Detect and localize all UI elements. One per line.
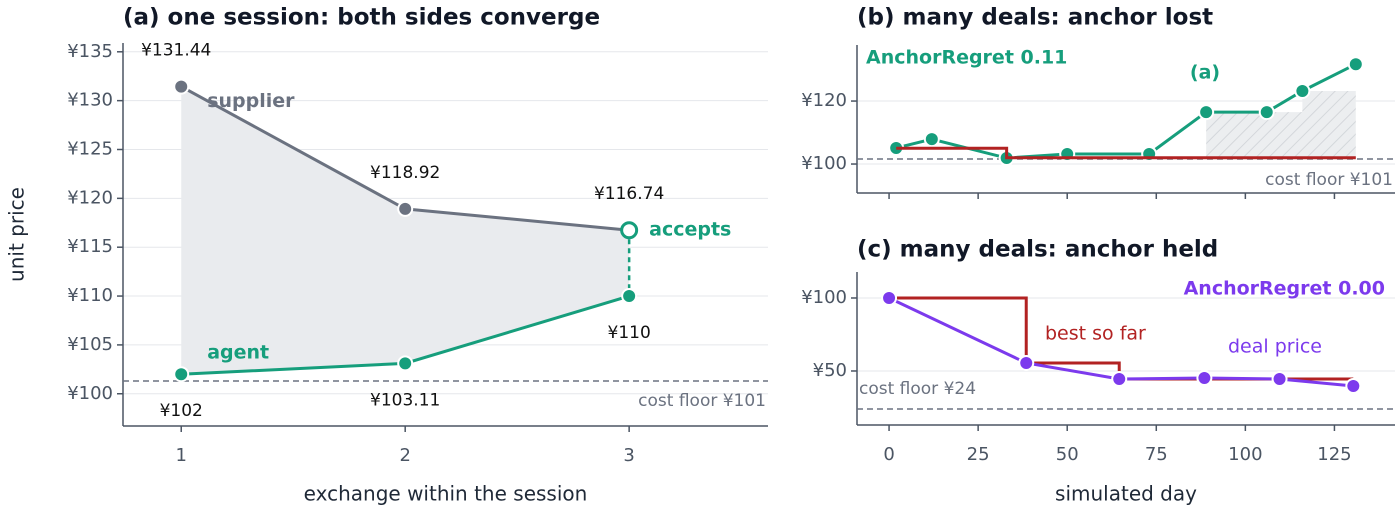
data-point <box>1345 378 1362 395</box>
series-label: supplier <box>207 90 295 112</box>
cost-floor-label: cost floor ¥24 <box>859 379 976 399</box>
data-point <box>397 200 414 217</box>
metric-label: AnchorRegret 0.00 <box>1184 278 1385 300</box>
data-point <box>620 221 639 240</box>
x-tick-label: 1 <box>176 445 187 466</box>
y-tick-label: ¥120 <box>801 90 847 111</box>
y-tick-label: ¥105 <box>67 334 113 355</box>
x-axis-label: exchange within the session <box>304 482 588 506</box>
data-point <box>1196 369 1213 386</box>
x-tick-label: 75 <box>1145 444 1168 465</box>
accept-label: accepts <box>649 219 731 241</box>
data-point <box>173 366 190 383</box>
series-label: agent <box>207 342 269 364</box>
gap-area <box>181 86 630 375</box>
y-tick-label: ¥125 <box>67 138 113 159</box>
y-tick-label: ¥110 <box>67 285 113 306</box>
panel-title: (a) one session: both sides converge <box>123 5 600 31</box>
value-label: ¥116.74 <box>594 184 664 204</box>
x-tick-label: 125 <box>1317 444 1351 465</box>
y-tick-label: ¥115 <box>67 236 113 257</box>
cost-floor-label: cost floor ¥101 <box>1265 170 1393 190</box>
data-point <box>621 288 638 305</box>
y-tick-label: ¥135 <box>67 41 113 62</box>
value-label: ¥103.11 <box>370 390 440 410</box>
x-tick-label: 100 <box>1228 444 1262 465</box>
value-label: ¥118.92 <box>370 163 440 183</box>
panel-title: (b) many deals: anchor lost <box>857 5 1213 31</box>
y-tick-label: ¥120 <box>67 187 113 208</box>
data-point <box>1198 104 1215 121</box>
series-line <box>888 296 1354 388</box>
y-tick-label: ¥50 <box>813 360 847 381</box>
data-point <box>397 355 414 372</box>
x-tick-label: 25 <box>967 444 990 465</box>
data-point <box>1111 371 1128 388</box>
y-tick-label: ¥100 <box>801 287 847 308</box>
regret-area <box>1206 90 1356 158</box>
series-label: best so far <box>1045 323 1146 345</box>
metric-label: AnchorRegret 0.11 <box>866 47 1067 69</box>
x-axis-label: simulated day <box>1055 482 1197 506</box>
annotation: (a) <box>1190 62 1220 84</box>
y-axis-label: unit price <box>5 187 29 282</box>
x-tick-label: 0 <box>883 444 894 465</box>
y-tick-label: ¥100 <box>801 153 847 174</box>
x-tick-label: 3 <box>623 445 634 466</box>
data-point <box>1018 354 1035 371</box>
step-line <box>896 146 1356 160</box>
data-point <box>1271 371 1288 388</box>
cost-floor-label: cost floor ¥101 <box>638 391 766 411</box>
data-point <box>1347 56 1364 73</box>
value-label: ¥110 <box>608 323 651 343</box>
data-point <box>881 289 898 306</box>
value-label: ¥102 <box>160 401 203 421</box>
y-tick-label: ¥130 <box>67 90 113 111</box>
value-label: ¥131.44 <box>141 41 211 61</box>
data-point <box>1258 104 1275 121</box>
x-tick-label: 2 <box>399 445 410 466</box>
y-tick-label: ¥100 <box>67 383 113 404</box>
x-tick-label: 50 <box>1056 444 1079 465</box>
data-point <box>1294 82 1311 99</box>
series-label: deal price <box>1228 336 1322 358</box>
data-point <box>923 131 940 148</box>
panel-title: (c) many deals: anchor held <box>857 237 1218 263</box>
data-point <box>173 78 190 95</box>
